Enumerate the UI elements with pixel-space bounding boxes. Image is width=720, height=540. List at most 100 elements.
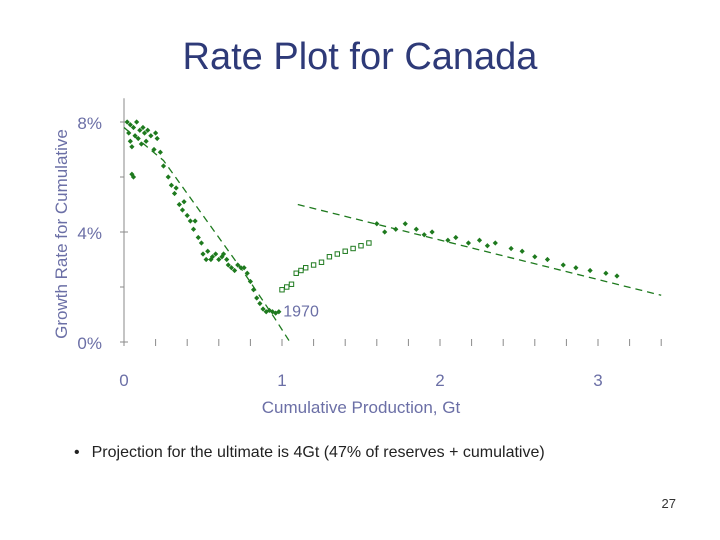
data-point — [126, 130, 132, 136]
data-point — [244, 270, 250, 276]
x-axis-title: Cumulative Production, Gt — [262, 398, 461, 417]
data-point — [141, 130, 148, 136]
data-point-open — [318, 259, 325, 265]
y-tick-label: 8% — [77, 114, 102, 133]
data-point — [614, 273, 620, 279]
data-point — [203, 256, 209, 263]
data-point — [129, 171, 135, 177]
data-point — [241, 265, 247, 271]
data-point — [476, 237, 483, 243]
data-point — [130, 124, 137, 131]
data-point-open — [310, 262, 317, 268]
data-points — [124, 119, 620, 316]
data-point-open — [334, 251, 341, 257]
data-point — [129, 144, 135, 150]
data-point — [135, 135, 141, 142]
bullet-text: Projection for the ultimate is 4Gt (47% … — [91, 444, 545, 461]
data-point — [143, 138, 149, 144]
trend-line — [123, 127, 291, 343]
data-point — [134, 119, 140, 125]
data-point — [209, 254, 216, 260]
bullet-icon: • — [74, 444, 80, 461]
data-point — [560, 262, 566, 268]
data-point — [519, 248, 525, 254]
data-point — [421, 232, 427, 238]
y-tick-label: 4% — [77, 224, 102, 243]
data-point — [198, 240, 205, 246]
data-point — [132, 133, 138, 139]
data-point — [254, 295, 260, 301]
data-point — [224, 256, 230, 263]
x-tick-label: 0 — [119, 371, 128, 390]
data-point — [153, 130, 159, 136]
data-point-open — [358, 243, 364, 249]
data-point-open — [298, 267, 304, 274]
chart-axes — [120, 98, 662, 346]
data-point — [157, 149, 163, 155]
data-point — [148, 133, 154, 139]
data-point — [544, 256, 551, 263]
x-tick-label: 2 — [435, 371, 444, 390]
chart-labels: 0% 4% 8% 0 1 2 3 Cumulative Production, Gt Growt… — [52, 114, 603, 417]
x-tick-label: 1 — [277, 371, 286, 390]
data-point — [532, 254, 538, 260]
annotation-1970: 1970 — [283, 303, 319, 320]
trend-lines — [123, 127, 662, 343]
data-point — [228, 265, 235, 271]
y-tick-label: 0% — [77, 334, 102, 353]
data-point — [205, 248, 211, 254]
y-axis-title: Growth Rate for Cumulative — [52, 129, 71, 339]
data-point — [145, 127, 151, 133]
data-point-open — [303, 265, 309, 271]
bullet-item: • Projection for the ultimate is 4Gt (47%… — [74, 444, 545, 462]
data-point — [465, 240, 472, 246]
data-point — [445, 237, 451, 243]
data-point — [181, 199, 187, 205]
data-point-open — [342, 248, 348, 254]
data-point — [453, 234, 459, 241]
data-point — [192, 218, 198, 224]
data-point — [382, 229, 388, 235]
data-point — [508, 245, 514, 252]
data-point — [235, 262, 241, 268]
data-point — [151, 146, 157, 153]
data-point — [429, 229, 435, 235]
data-point — [247, 278, 253, 285]
data-point — [603, 270, 609, 276]
data-point — [374, 221, 380, 227]
trend-line — [297, 203, 662, 296]
data-point — [232, 267, 238, 274]
data-point — [154, 135, 160, 142]
data-point — [257, 300, 263, 307]
data-point — [492, 240, 498, 246]
data-point — [160, 163, 167, 169]
data-point — [171, 190, 178, 197]
x-tick-label: 3 — [593, 371, 602, 390]
data-point — [225, 262, 231, 268]
data-point — [200, 251, 206, 257]
data-point — [137, 127, 143, 133]
data-point — [138, 141, 144, 147]
data-point — [402, 221, 408, 227]
data-point-open — [279, 287, 285, 293]
data-point — [176, 201, 182, 208]
data-point — [184, 212, 190, 219]
data-point — [573, 265, 579, 271]
data-point-open — [350, 245, 356, 252]
data-point-open — [288, 281, 295, 287]
data-point — [587, 267, 593, 274]
data-point — [127, 122, 133, 128]
data-point — [213, 251, 219, 257]
data-point-open — [284, 284, 290, 290]
data-point — [179, 207, 186, 213]
data-point — [127, 138, 133, 144]
data-point — [393, 226, 399, 232]
data-point — [187, 218, 193, 224]
page-number: 27 — [661, 496, 676, 511]
slide-title: Rate Plot for Canada — [182, 36, 538, 78]
data-point — [165, 174, 171, 180]
data-point-open — [366, 240, 372, 246]
data-point-open — [293, 270, 299, 276]
data-point — [173, 185, 179, 191]
